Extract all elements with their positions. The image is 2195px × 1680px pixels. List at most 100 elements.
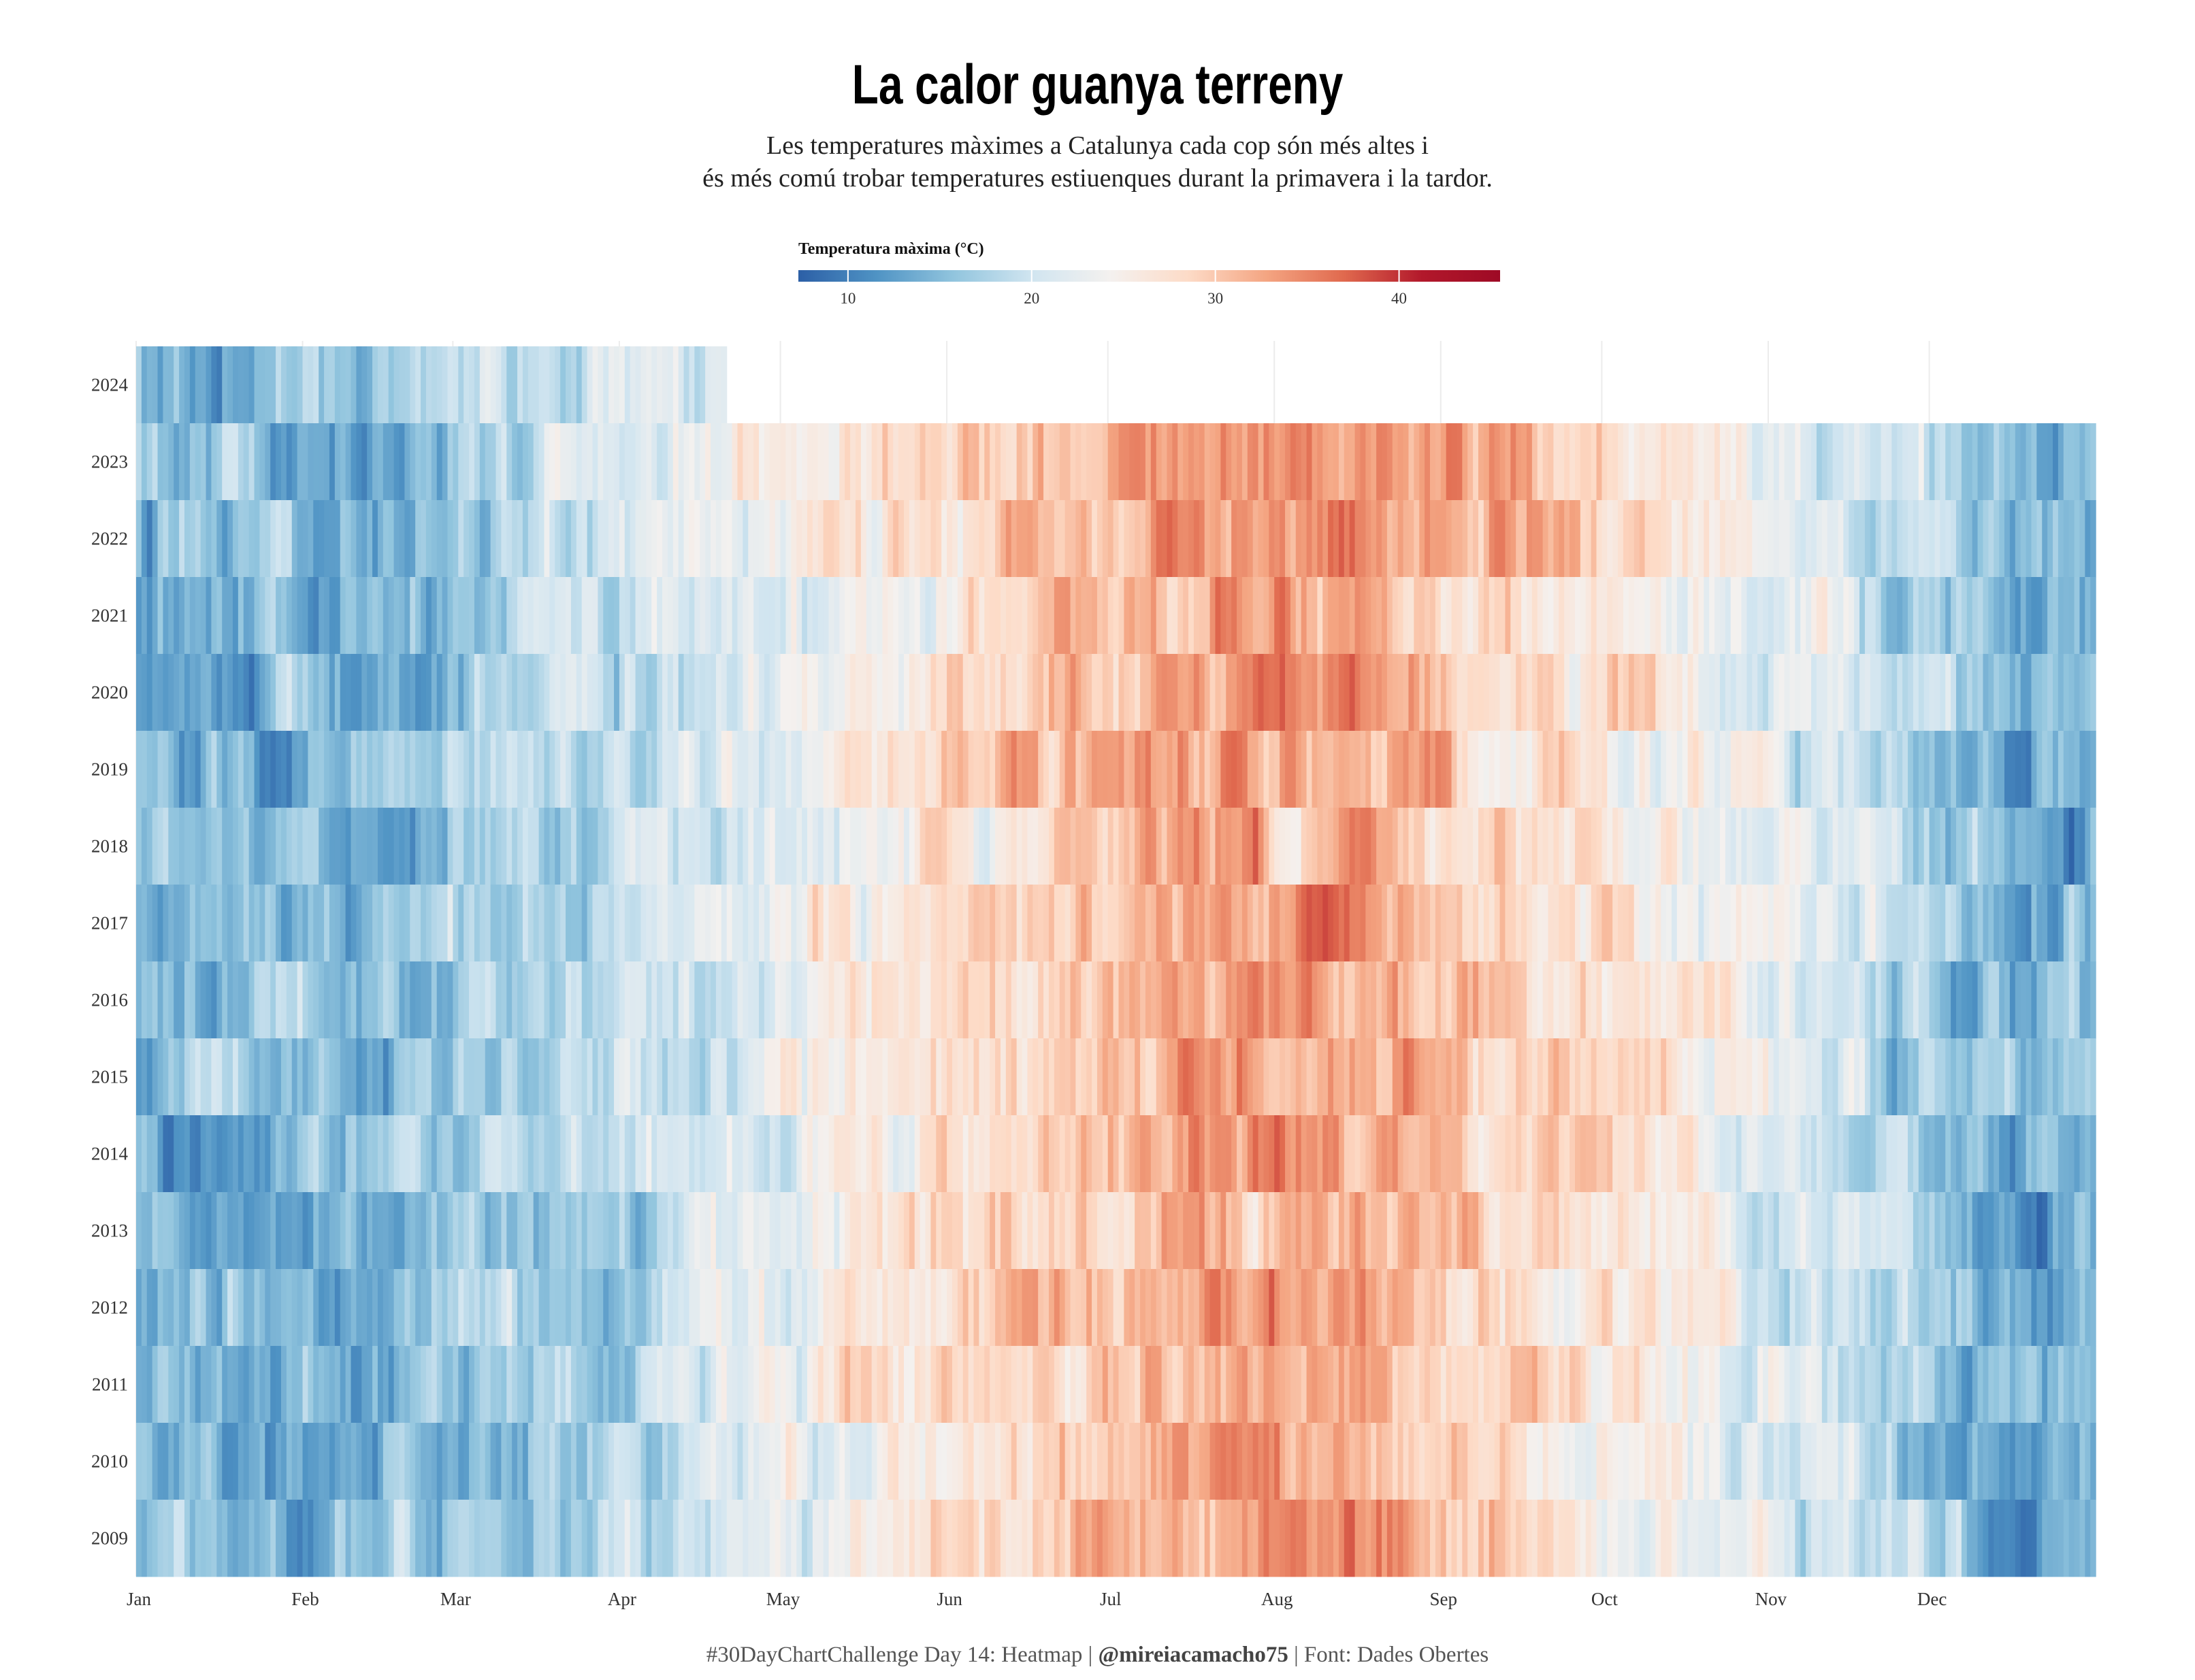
heatmap-cell	[1725, 654, 1731, 731]
heatmap-cell	[372, 961, 378, 1039]
heatmap-cell	[1897, 1192, 1903, 1270]
heatmap-cell	[1365, 500, 1371, 578]
heatmap-cell	[984, 885, 990, 962]
heatmap-cell	[957, 1269, 964, 1347]
heatmap-cell	[1140, 961, 1146, 1039]
heatmap-cell	[157, 961, 164, 1039]
heatmap-cell	[1666, 808, 1672, 885]
heatmap-cell	[1150, 1269, 1157, 1347]
heatmap-cell	[383, 654, 389, 731]
heatmap-cell	[1821, 1269, 1828, 1347]
heatmap-cell	[1854, 885, 1860, 962]
heatmap-cell	[1306, 1038, 1313, 1116]
heatmap-cell	[871, 885, 878, 962]
heatmap-cell	[1854, 1038, 1860, 1116]
heatmap-cell	[1849, 577, 1855, 655]
heatmap-cell	[930, 885, 937, 962]
heatmap-cell	[802, 808, 808, 885]
heatmap-cell	[1022, 1192, 1028, 1270]
heatmap-cell	[560, 1269, 566, 1347]
heatmap-cell	[1983, 731, 1989, 808]
heatmap-cell	[1183, 1192, 1189, 1270]
heatmap-cell	[2074, 423, 2081, 501]
heatmap-cell	[464, 500, 470, 578]
heatmap-cell	[184, 808, 191, 885]
heatmap-cell	[1714, 961, 1721, 1039]
heatmap-cell	[522, 808, 529, 885]
heatmap-cell	[1870, 808, 1876, 885]
heatmap-cell	[1687, 731, 1694, 808]
heatmap-cell	[1252, 423, 1259, 501]
heatmap-cell	[694, 808, 700, 885]
heatmap-cell	[1800, 1038, 1806, 1116]
heatmap-cell	[1478, 1038, 1484, 1116]
heatmap-cell	[834, 577, 840, 655]
heatmap-cell	[2004, 1269, 2011, 1347]
heatmap-cell	[1360, 731, 1366, 808]
heatmap-cell	[276, 808, 282, 885]
heatmap-cell	[1596, 1115, 1603, 1193]
heatmap-cell	[1719, 1346, 1726, 1423]
heatmap-cell	[1027, 577, 1033, 655]
heatmap-cell	[1096, 1192, 1103, 1270]
heatmap-cell	[393, 1192, 400, 1270]
heatmap-cell	[254, 731, 261, 808]
heatmap-cell	[737, 577, 743, 655]
heatmap-cell	[1671, 1038, 1678, 1116]
heatmap-cell	[1478, 500, 1484, 578]
heatmap-cell	[490, 1269, 497, 1347]
heatmap-cell	[1317, 1115, 1323, 1193]
heatmap-cell	[1806, 1346, 1812, 1423]
heatmap-cell	[1107, 1192, 1114, 1270]
heatmap-cell	[603, 654, 609, 731]
heatmap-cell	[1301, 731, 1307, 808]
heatmap-cell	[1252, 1192, 1259, 1270]
heatmap-cell	[351, 731, 357, 808]
heatmap-cell	[1655, 654, 1661, 731]
heatmap-cell	[1570, 1269, 1576, 1347]
heatmap-cell	[302, 1346, 309, 1423]
heatmap-cell	[174, 423, 180, 501]
heatmap-cell	[421, 346, 427, 424]
heatmap-cell	[1966, 654, 1973, 731]
heatmap-cell	[2085, 808, 2091, 885]
heatmap-cell	[630, 1269, 636, 1347]
heatmap-cell	[845, 654, 851, 731]
heatmap-cell	[1789, 500, 1795, 578]
heatmap-cell	[1269, 1192, 1275, 1270]
heatmap-cell	[581, 654, 588, 731]
heatmap-cell	[1811, 500, 1817, 578]
heatmap-cell	[823, 808, 830, 885]
heatmap-cell	[1360, 1346, 1366, 1423]
heatmap-cell	[1247, 885, 1254, 962]
heatmap-cell	[995, 423, 1001, 501]
heatmap-cell	[1451, 500, 1458, 578]
heatmap-cell	[764, 885, 770, 962]
heatmap-cell	[936, 808, 942, 885]
heatmap-cell	[651, 961, 657, 1039]
heatmap-cell	[882, 500, 888, 578]
heatmap-cell	[1886, 1269, 1892, 1347]
heatmap-cell	[812, 654, 819, 731]
heatmap-cell	[522, 731, 529, 808]
heatmap-cell	[587, 1115, 594, 1193]
heatmap-cell	[458, 1192, 464, 1270]
heatmap-cell	[1607, 500, 1613, 578]
heatmap-cell	[1806, 731, 1812, 808]
heatmap-cell	[2085, 1038, 2091, 1116]
heatmap-cell	[576, 1269, 583, 1347]
heatmap-cell	[603, 808, 609, 885]
heatmap-cell	[941, 885, 947, 962]
heatmap-cell	[1258, 1269, 1265, 1347]
heatmap-cell	[1435, 808, 1442, 885]
heatmap-cell	[1086, 1115, 1092, 1193]
heatmap-cell	[1505, 1115, 1511, 1193]
heatmap-cell	[823, 961, 830, 1039]
heatmap-cell	[152, 577, 159, 655]
heatmap-cell	[1451, 423, 1458, 501]
heatmap-cell	[1988, 654, 1994, 731]
heatmap-cell	[598, 1423, 604, 1500]
heatmap-cell	[1773, 961, 1780, 1039]
heatmap-cell	[222, 346, 228, 424]
heatmap-cell	[1591, 808, 1597, 885]
